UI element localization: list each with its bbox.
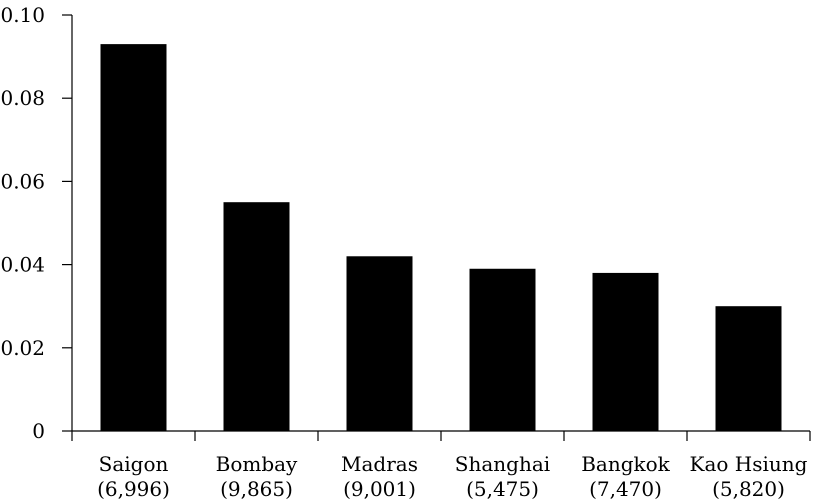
- category-label: Kao Hsiung: [690, 452, 808, 476]
- bar-bombay: [223, 202, 290, 431]
- category-labels: Saigon(6,996) Bombay(9,865) Madras(9,001) S…: [97, 452, 808, 501]
- y-tick-label: 0: [32, 419, 45, 443]
- y-tick-label: 0.06: [0, 169, 45, 193]
- bar-kao-hsiung: [715, 306, 782, 431]
- y-tick-label: 0.02: [0, 336, 45, 360]
- category-label: Bangkok: [581, 452, 670, 476]
- y-tick-label: 0.04: [0, 253, 45, 277]
- category-sublabel: (5,475): [466, 477, 539, 501]
- category-sublabel: (7,470): [589, 477, 662, 501]
- category-sublabel: (5,820): [712, 477, 785, 501]
- bar-shanghai: [469, 268, 536, 431]
- bars: [100, 44, 782, 432]
- bar-bangkok: [592, 272, 659, 431]
- y-tick-label: 0.08: [0, 86, 45, 110]
- bar-madras: [346, 256, 413, 431]
- category-label: Saigon: [99, 452, 169, 476]
- category-label: Madras: [341, 452, 418, 476]
- category-sublabel: (6,996): [97, 477, 170, 501]
- x-axis: [71, 430, 811, 441]
- category-label: Shanghai: [455, 452, 550, 476]
- category-sublabel: (9,865): [220, 477, 293, 501]
- y-axis: 0 0.02 0.04 0.06 0.08 0.10: [0, 3, 73, 443]
- bar-saigon: [100, 44, 167, 432]
- y-tick-label: 0.10: [0, 3, 45, 27]
- category-sublabel: (9,001): [343, 477, 416, 501]
- category-label: Bombay: [216, 452, 298, 476]
